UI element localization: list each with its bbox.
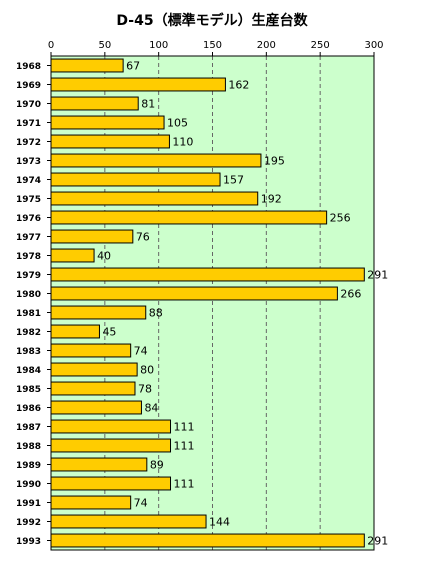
- bar: [50, 438, 172, 453]
- category-label: 1971: [16, 119, 41, 129]
- category-label: 1970: [16, 100, 41, 110]
- value-label: 40: [97, 250, 111, 263]
- value-label: 84: [144, 402, 158, 415]
- value-label: 74: [134, 345, 148, 358]
- category-label: 1989: [16, 461, 41, 471]
- category-label: 1983: [16, 347, 41, 357]
- bar: [50, 286, 338, 301]
- bar: [50, 514, 207, 529]
- bar: [50, 96, 139, 111]
- bar: [50, 115, 165, 130]
- x-tick-label: 100: [149, 40, 168, 51]
- value-label: 256: [330, 212, 351, 225]
- x-tick-label: 0: [48, 40, 54, 51]
- bar: [50, 210, 328, 225]
- value-label: 67: [126, 60, 140, 73]
- plot-area: 0 50 100 150 200 250 300 1968 67 1969 162 1970 81 197…: [16, 40, 388, 551]
- value-label: 111: [174, 478, 195, 491]
- value-label: 291: [367, 535, 388, 548]
- category-label: 1984: [16, 366, 41, 376]
- bar: [50, 495, 132, 510]
- bar: [50, 457, 148, 472]
- bar: [50, 343, 132, 358]
- value-label: 80: [140, 364, 154, 377]
- value-label: 157: [223, 174, 244, 187]
- category-label: 1985: [16, 385, 41, 395]
- category-label: 1977: [16, 233, 41, 243]
- bar: [50, 476, 172, 491]
- category-label: 1968: [16, 62, 41, 72]
- bar: [50, 362, 138, 377]
- bar: [50, 267, 365, 282]
- category-label: 1986: [16, 404, 41, 414]
- category-label: 1990: [16, 480, 41, 490]
- value-label: 81: [141, 98, 155, 111]
- value-label: 45: [102, 326, 116, 339]
- x-tick-label: 250: [311, 40, 330, 51]
- value-label: 195: [264, 155, 285, 168]
- category-label: 1972: [16, 138, 41, 148]
- value-label: 111: [174, 440, 195, 453]
- value-label: 291: [367, 269, 388, 282]
- category-label: 1975: [16, 195, 41, 205]
- category-label: 1993: [16, 537, 41, 547]
- bar: [50, 381, 136, 396]
- bar: [50, 134, 170, 149]
- category-label: 1987: [16, 423, 41, 433]
- category-label: 1976: [16, 214, 41, 224]
- value-label: 74: [134, 497, 148, 510]
- bar: [50, 305, 147, 320]
- category-label: 1982: [16, 328, 41, 338]
- value-label: 110: [172, 136, 193, 149]
- value-label: 88: [149, 307, 163, 320]
- bar: [50, 191, 259, 206]
- category-label: 1988: [16, 442, 41, 452]
- category-label: 1978: [16, 252, 41, 262]
- category-label: 1979: [16, 271, 41, 281]
- bar: [50, 77, 226, 92]
- category-label: 1991: [16, 499, 41, 509]
- bar: [50, 172, 221, 187]
- value-label: 105: [167, 117, 188, 130]
- value-label: 192: [261, 193, 282, 206]
- category-label: 1980: [16, 290, 41, 300]
- bar: [50, 58, 124, 73]
- bar: [50, 324, 100, 339]
- category-label: 1969: [16, 81, 41, 91]
- bar: [50, 229, 134, 244]
- bar: [50, 533, 365, 548]
- x-tick-label: 200: [257, 40, 276, 51]
- x-tick-label: 150: [203, 40, 222, 51]
- bar: [50, 400, 142, 415]
- bar: [50, 419, 172, 434]
- bar: [50, 248, 95, 263]
- plot-border: [50, 55, 375, 551]
- category-label: 1992: [16, 518, 41, 528]
- chart-title: D-45（標準モデル）生産台数: [116, 12, 308, 29]
- value-label: 76: [136, 231, 150, 244]
- category-label: 1974: [16, 176, 41, 186]
- x-tick-label: 300: [364, 40, 383, 51]
- bar: [50, 153, 262, 168]
- value-label: 111: [174, 421, 195, 434]
- value-label: 144: [209, 516, 230, 529]
- category-label: 1981: [16, 309, 41, 319]
- value-label: 266: [340, 288, 361, 301]
- category-label: 1973: [16, 157, 41, 167]
- x-tick-label: 50: [98, 40, 111, 51]
- value-label: 89: [150, 459, 164, 472]
- value-label: 162: [228, 79, 249, 92]
- value-label: 78: [138, 383, 152, 396]
